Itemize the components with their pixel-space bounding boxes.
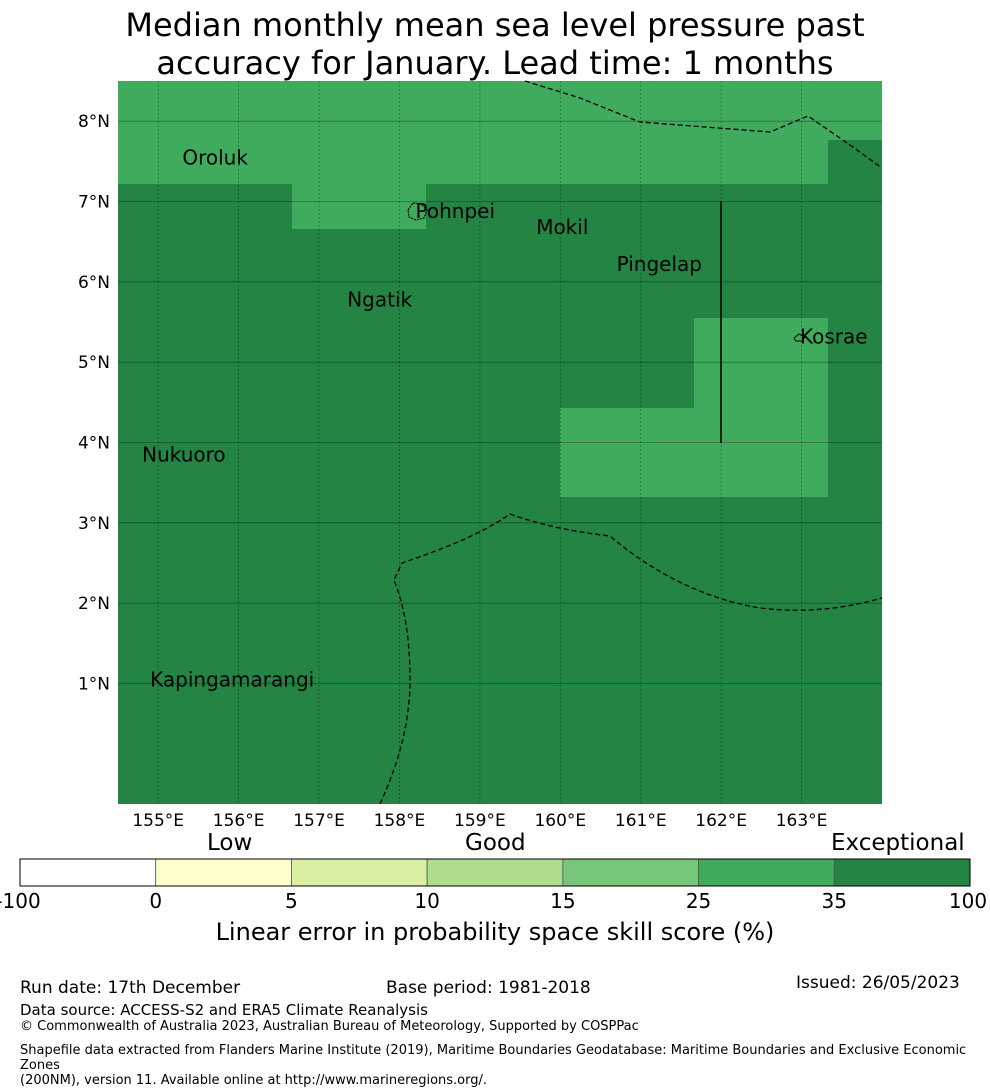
colorbar-segment	[426, 858, 564, 887]
place-label: Mokil	[536, 215, 588, 239]
place-label: Kapingamarangi	[150, 667, 314, 691]
colorbar-label-exceptional: Exceptional	[831, 830, 965, 856]
map-title: Median monthly mean sea level pressure p…	[0, 6, 990, 82]
colorbar-tick-label: 5	[285, 889, 298, 913]
lat-tick-label: 2°N	[78, 594, 110, 614]
skill-cell	[560, 408, 828, 497]
colorbar-tick-label: 35	[821, 889, 848, 913]
lat-tick-label: 1°N	[78, 675, 110, 695]
title-line-1: Median monthly mean sea level pressure p…	[125, 6, 865, 44]
base-period: Base period: 1981-2018	[386, 978, 591, 998]
lat-tick-label: 3°N	[78, 514, 110, 534]
colorbar-segment	[291, 858, 428, 887]
lon-tick-label: 161°E	[615, 811, 667, 831]
lon-tick-label: 155°E	[132, 811, 184, 831]
colorbar-title: Linear error in probability space skill …	[215, 918, 775, 946]
lon-tick-label: 163°E	[776, 811, 828, 831]
colorbar-label-low: Low	[207, 830, 253, 856]
skill-cell	[292, 184, 426, 229]
colorbar-tick-label: -100	[0, 889, 41, 913]
colorbar-segment	[833, 858, 971, 887]
colorbar-tick-label: 25	[685, 889, 712, 913]
copyright: © Commonwealth of Australia 2023, Austra…	[20, 1019, 639, 1034]
lon-tick-label: 156°E	[213, 811, 265, 831]
eez-boundary-north	[524, 80, 883, 169]
lon-tick-label: 159°E	[454, 811, 506, 831]
lat-tick-label: 6°N	[78, 273, 110, 293]
colorbar-segment	[155, 858, 292, 887]
colorbar-tick-label: 15	[550, 889, 576, 913]
colorbar-tick-label: 10	[414, 889, 440, 913]
kosrae-island	[793, 333, 806, 342]
run-date: Run date: 17th December	[20, 978, 241, 998]
colorbar-segment	[562, 858, 699, 887]
colorbar-tick-label: 0	[149, 889, 163, 913]
issued-date: Issued: 26/05/2023	[796, 973, 960, 993]
colorbar-tick-label: 100	[948, 889, 988, 913]
colorbar-label-good: Good	[465, 830, 526, 856]
place-label: Nukuoro	[142, 443, 226, 467]
title-line-2: accuracy for January. Lead time: 1 month…	[156, 44, 834, 82]
place-label: Pingelap	[617, 252, 702, 276]
colorbar-segment	[698, 858, 835, 887]
skill-cell	[828, 81, 882, 140]
lat-tick-label: 4°N	[78, 434, 110, 454]
lon-tick-label: 158°E	[374, 811, 426, 831]
place-label: Kosrae	[800, 324, 868, 348]
lat-tick-label: 8°N	[78, 112, 110, 132]
lon-tick-label: 162°E	[695, 811, 747, 831]
place-label: Ngatik	[347, 288, 412, 312]
place-label: Pohnpei	[416, 199, 496, 223]
colorbar-segment	[19, 858, 157, 887]
lat-tick-label: 5°N	[78, 353, 110, 373]
axis-ticks: 155°E 156°E 157°E 158°E 159°E 160°E 161°E 162°E…	[78, 112, 827, 831]
lon-tick-label: 157°E	[293, 811, 345, 831]
shapefile-credit-line-2: (200NM), version 11. Available online at…	[20, 1073, 488, 1088]
data-source: Data source: ACCESS-S2 and ERA5 Climate …	[20, 1001, 428, 1019]
skill-score-cells	[118, 81, 882, 804]
colorbar	[19, 858, 971, 887]
lon-tick-label: 160°E	[534, 811, 586, 831]
island-outlines	[407, 202, 806, 342]
shapefile-credit: Shapefile data extracted from Flanders M…	[20, 1043, 980, 1088]
place-labels: Oroluk Pohnpei Mokil Pingelap Ngatik Kosrae Nu…	[142, 145, 867, 691]
shapefile-credit-line-1: Shapefile data extracted from Flanders M…	[20, 1043, 967, 1073]
pohnpei-island	[407, 202, 428, 221]
colorbar-frame	[19, 858, 971, 887]
skill-cell	[118, 81, 828, 184]
place-label: Oroluk	[182, 145, 248, 169]
eez-boundary-south	[379, 513, 883, 805]
skill-cell	[694, 318, 828, 408]
lat-tick-label: 7°N	[78, 193, 110, 213]
eez-boundaries	[379, 80, 883, 805]
map-panel: Oroluk Pohnpei Mokil Pingelap Ngatik Kosrae Nu…	[78, 80, 883, 831]
